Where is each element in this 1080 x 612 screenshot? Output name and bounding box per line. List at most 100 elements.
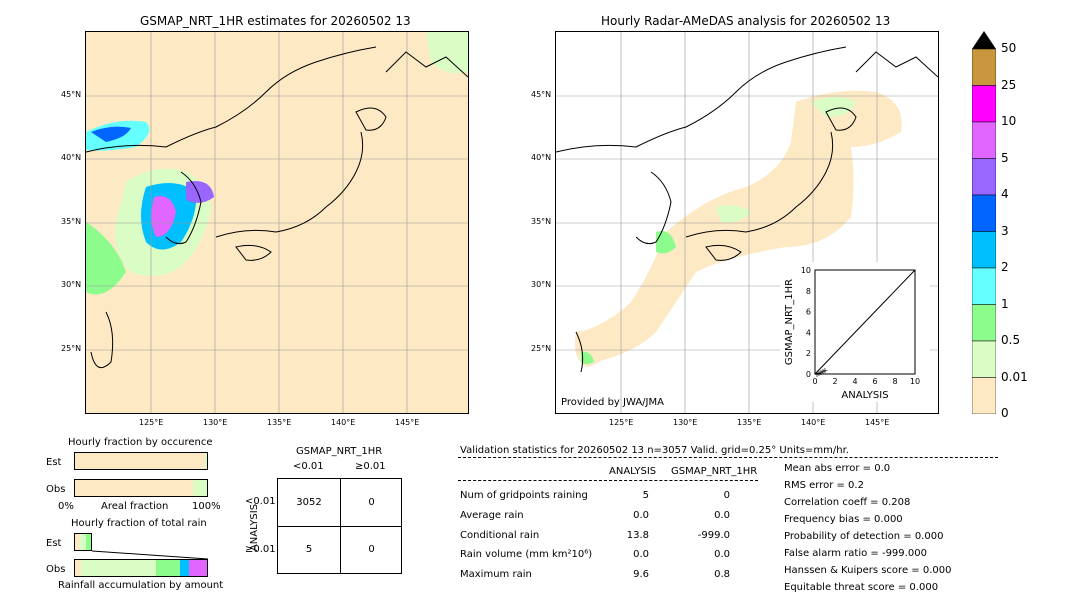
left-lon-label: 130°E (203, 418, 228, 427)
colorbar-swatch (971, 158, 997, 196)
rain-region-manchuria-core (91, 126, 131, 142)
colorbar-extend-arrow (972, 31, 996, 49)
validation-score: Frequency bias = 0.000 (784, 514, 903, 525)
validation-row-analysis: 0.0 (633, 549, 649, 560)
fraction-occurrence-title: Hourly fraction by occurence (68, 437, 213, 448)
scatter-x-tick-label: 0 (812, 377, 817, 386)
colorbar-swatch (971, 231, 997, 269)
colorbar-swatch (971, 340, 997, 378)
colorbar-label: 2 (1001, 260, 1009, 274)
right-lon-label: 140°E (801, 418, 826, 427)
validation-row-analysis: 5 (642, 490, 649, 501)
colorbar-label: 4 (1001, 187, 1009, 201)
contingency-cell: 0 (368, 497, 375, 508)
colorbar-svg (971, 31, 997, 415)
colorbar (971, 31, 997, 415)
scatter-y-tick-label: 10 (801, 266, 811, 275)
colorbar-label: 25 (1001, 77, 1017, 92)
fraction-occurrence-bar-est-tail (205, 453, 207, 469)
validation-row-label: Rain volume (mm km²10⁶) (460, 549, 593, 560)
colorbar-swatch (971, 377, 997, 415)
scatter-x-tick-label: 2 (832, 377, 837, 386)
scatter-x-label: ANALYSIS (841, 390, 888, 401)
contingency-cell: 3052 (296, 497, 322, 508)
colorbar-swatch (971, 85, 997, 123)
left-lat-label: 45°N (61, 90, 82, 99)
scatter-y-tick-label: 8 (806, 287, 811, 296)
validation-score: Equitable threat score = 0.000 (784, 582, 939, 593)
validation-score: Hanssen & Kuipers score = 0.000 (784, 565, 952, 576)
radar-rain-honshu (716, 205, 751, 223)
right-lat-label: 35°N (531, 217, 552, 226)
rain-region-northeast (426, 32, 468, 74)
left-lat-label: 35°N (61, 217, 82, 226)
scatter-y-tick-label: 2 (806, 349, 811, 358)
fraction-total-title: Hourly fraction of total rain (71, 518, 207, 529)
fraction-total-connector (91, 550, 209, 560)
right-lat-label: 40°N (531, 153, 552, 162)
left-lon-label: 140°E (331, 418, 356, 427)
contingency-cell: 5 (305, 544, 313, 555)
fraction-total-row-est: Est (46, 538, 62, 549)
scatter-x-tick-label: 10 (910, 377, 920, 386)
validation-score: Probability of detection = 0.000 (784, 531, 944, 542)
scatter-inset: 0 0 2 2 4 4 6 6 8 8 10 10 + + + + + ANALYSIS GSMAP_NRT_1HR (780, 262, 930, 402)
validation-row-gsmap: 0.8 (714, 569, 730, 580)
right-map-coastline (556, 46, 938, 373)
left-lon-label: 135°E (267, 418, 292, 427)
fraction-occurrence-row-est: Est (46, 457, 62, 468)
rain-region-south (86, 222, 126, 295)
validation-row-gsmap: 0 (723, 490, 730, 501)
right-lat-label: 25°N (531, 344, 552, 353)
left-lat-label: 40°N (61, 153, 82, 162)
contingency-cell: 0 (368, 544, 375, 555)
right-lon-label: 130°E (673, 418, 698, 427)
scatter-x-tick-label: 4 (852, 377, 857, 386)
colorbar-label: 0.01 (1001, 369, 1028, 384)
colorbar-label: 10 (1001, 114, 1017, 128)
validation-score: False alarm ratio = -999.000 (784, 548, 927, 559)
fraction-occurrence-row-obs: Obs (46, 484, 66, 495)
left-map-grid (86, 32, 468, 413)
right-lat-label: 30°N (531, 280, 552, 289)
rain-region-korea-heavy (151, 196, 176, 237)
fraction-total-bar-obs (74, 559, 208, 577)
scatter-x-tick-label: 8 (892, 377, 897, 386)
fraction-occurrence-bar-obs (74, 479, 208, 497)
scatter-point: + (818, 368, 825, 377)
left-lat-label: 25°N (61, 344, 82, 353)
colorbar-swatch (971, 121, 997, 159)
contingency-col-label: <0.01 (293, 461, 324, 472)
right-lon-label: 125°E (609, 418, 634, 427)
validation-row-label: Conditional rain (460, 530, 540, 541)
left-map-title: GSMAP_NRT_1HR estimates for 20260502 13 (140, 14, 411, 28)
validation-row-analysis: 13.8 (626, 530, 649, 541)
colorbar-swatch (971, 48, 997, 86)
left-map-canvas (86, 32, 468, 413)
colorbar-swatch (971, 194, 997, 232)
scatter-one-to-one-line (814, 269, 916, 375)
validation-col-gsmap: GSMAP_NRT_1HR (671, 466, 758, 477)
colorbar-swatch (971, 267, 997, 305)
scatter-x-tick-label: 6 (872, 377, 877, 386)
scatter-point: + (820, 367, 827, 376)
colorbar-swatch (971, 304, 997, 342)
validation-row-gsmap: 0.0 (714, 510, 730, 521)
validation-header-rule (458, 457, 998, 458)
contingency-table: 3052 0 5 0 (277, 478, 402, 574)
rain-region-east-sea (186, 181, 214, 203)
validation-row-gsmap: -999.0 (697, 530, 730, 541)
validation-row-label: Num of gridpoints raining (460, 490, 588, 501)
radar-rain-okinawa (581, 351, 594, 364)
colorbar-label: 3 (1001, 223, 1009, 238)
fraction-occurrence-bar-est (74, 452, 208, 470)
validation-row-gsmap: 0.0 (714, 549, 730, 560)
right-lat-label: 45°N (531, 90, 552, 99)
validation-row-label: Maximum rain (460, 569, 532, 580)
left-lon-label: 145°E (395, 418, 420, 427)
fraction-occurrence-bar-obs-tail (193, 480, 207, 496)
left-map-coastline (86, 46, 468, 369)
contingency-row-label: <0.01 (245, 496, 276, 507)
left-map (85, 31, 469, 414)
